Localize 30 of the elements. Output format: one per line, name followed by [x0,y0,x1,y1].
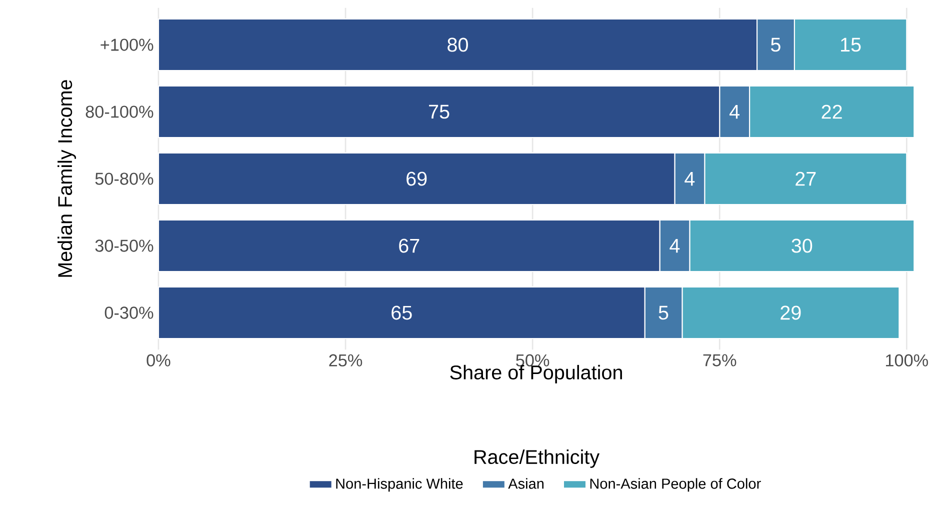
y-tick-label: 0-30% [104,306,154,319]
y-tick-label: 30-50% [95,240,154,252]
legend-label: Non-Asian People of Color [590,478,761,492]
legend-label: Asian [508,478,544,489]
data-label: 4 [670,238,680,253]
data-label: 5 [770,38,780,52]
data-label: 75 [429,104,450,119]
x-tick-label: 50% [516,354,550,366]
x-tick-label: 0% [146,354,170,366]
y-tick-label: 50-80% [95,172,154,185]
data-label: 80 [448,38,468,52]
y-tick-label: +100% [100,38,154,51]
y-axis-title: Median Family Income [58,80,76,277]
x-tick-label: 75% [703,354,736,366]
data-label: 67 [399,238,420,253]
legend-label: Non-Hispanic White [336,478,463,492]
data-label: 5 [658,306,668,320]
data-label: 30 [792,238,812,253]
data-label: 4 [684,172,695,186]
data-label: 69 [406,172,427,186]
data-label: 27 [796,172,816,186]
data-label: 15 [841,38,861,52]
data-label: 65 [392,306,412,320]
data-label: 4 [730,105,740,119]
x-tick-label: 100% [886,354,928,366]
data-label: 22 [822,104,842,119]
data-label: 29 [780,306,801,320]
legend-title: Race/Ethnicity [474,450,600,468]
y-tick-label: 80-100% [86,106,154,118]
x-tick-label: 25% [329,354,362,366]
